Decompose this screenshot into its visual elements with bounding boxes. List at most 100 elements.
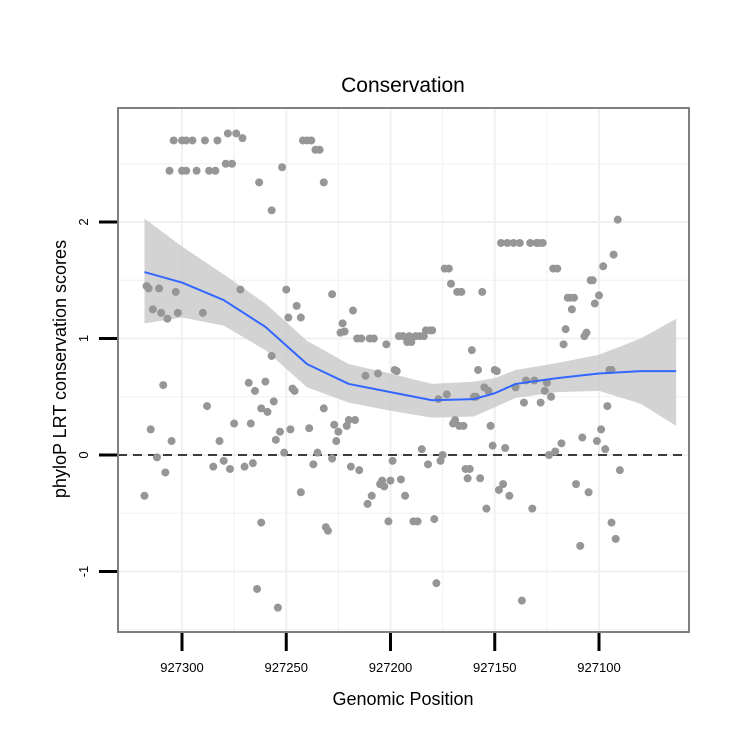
data-point <box>334 427 343 436</box>
data-point <box>215 437 224 446</box>
data-point <box>396 475 405 484</box>
data-point <box>280 448 289 457</box>
data-point <box>238 134 247 143</box>
data-point <box>551 447 560 456</box>
data-point <box>544 451 553 459</box>
data-point <box>200 136 209 145</box>
data-point <box>296 488 305 497</box>
data-point <box>355 466 364 475</box>
data-point <box>165 166 174 175</box>
data-point <box>599 262 608 271</box>
data-point <box>588 276 597 285</box>
data-point <box>225 464 234 473</box>
data-point <box>157 308 166 317</box>
data-point <box>595 291 603 300</box>
data-point <box>250 386 259 395</box>
data-point <box>232 129 241 138</box>
data-point <box>369 334 378 343</box>
data-point <box>167 437 176 446</box>
data-point <box>338 319 347 328</box>
data-point <box>444 264 453 273</box>
data-point <box>430 515 439 524</box>
data-point <box>188 136 197 145</box>
data-point <box>505 491 514 500</box>
data-point <box>401 491 410 500</box>
data-point <box>328 454 337 463</box>
confidence-band <box>144 218 677 426</box>
data-point <box>572 480 581 489</box>
data-point <box>144 284 153 293</box>
data-point <box>140 491 149 500</box>
data-point <box>244 378 253 387</box>
data-point <box>494 485 503 494</box>
data-point <box>463 474 472 483</box>
data-point <box>547 392 556 401</box>
data-point <box>528 504 537 513</box>
data-point <box>221 159 230 168</box>
data-point <box>296 313 305 322</box>
data-point <box>271 435 280 444</box>
data-point <box>290 386 299 395</box>
data-point <box>386 476 395 485</box>
data-point <box>611 534 620 543</box>
data-point <box>340 327 349 336</box>
y-tick-label: 0 <box>76 451 91 458</box>
data-point <box>540 386 549 395</box>
data-point <box>388 456 397 465</box>
smooth-line <box>144 271 677 402</box>
data-point <box>203 402 212 411</box>
data-point <box>198 308 207 317</box>
data-point <box>407 337 416 346</box>
data-point <box>536 398 545 407</box>
data-point <box>146 425 155 434</box>
y-axis: -1 0 1 2 <box>76 218 117 577</box>
data-point <box>432 579 441 588</box>
data-point <box>282 285 291 294</box>
data-point <box>576 541 585 550</box>
data-point <box>313 448 322 457</box>
data-point <box>155 284 164 293</box>
data-point <box>267 206 276 215</box>
data-point <box>363 499 372 508</box>
data-point <box>538 238 547 247</box>
data-point <box>357 334 366 343</box>
data-point <box>438 451 447 459</box>
data-point <box>428 326 437 335</box>
data-point <box>446 279 455 288</box>
data-point <box>236 285 245 294</box>
panel-border <box>117 107 690 633</box>
data-point <box>424 460 433 469</box>
y-tick-label: 1 <box>76 335 91 342</box>
chart-title: Conservation <box>341 74 465 97</box>
data-point <box>351 416 360 425</box>
data-point <box>484 386 493 395</box>
data-point <box>373 369 382 378</box>
data-point <box>399 332 408 341</box>
data-point <box>163 314 172 323</box>
data-point <box>590 299 599 308</box>
data-point <box>361 371 370 380</box>
data-point <box>273 603 282 612</box>
data-point <box>503 238 512 247</box>
data-point <box>346 462 355 471</box>
data-point <box>292 301 301 310</box>
data-point <box>332 437 341 446</box>
data-point <box>442 390 451 399</box>
data-point <box>211 166 220 175</box>
data-point <box>384 517 393 526</box>
data-point <box>459 421 468 430</box>
data-point <box>367 491 376 500</box>
data-point <box>171 287 180 296</box>
data-point <box>492 367 501 376</box>
data-point <box>161 468 170 477</box>
x-tick-label: 927250 <box>265 660 308 675</box>
data-point <box>474 365 483 374</box>
data-point <box>213 136 222 145</box>
data-points <box>140 129 624 612</box>
data-point <box>240 462 249 471</box>
y-tick-label: 2 <box>76 218 91 225</box>
data-point <box>584 488 593 497</box>
data-point <box>417 445 426 454</box>
data-point <box>255 178 264 187</box>
data-point <box>592 437 601 446</box>
